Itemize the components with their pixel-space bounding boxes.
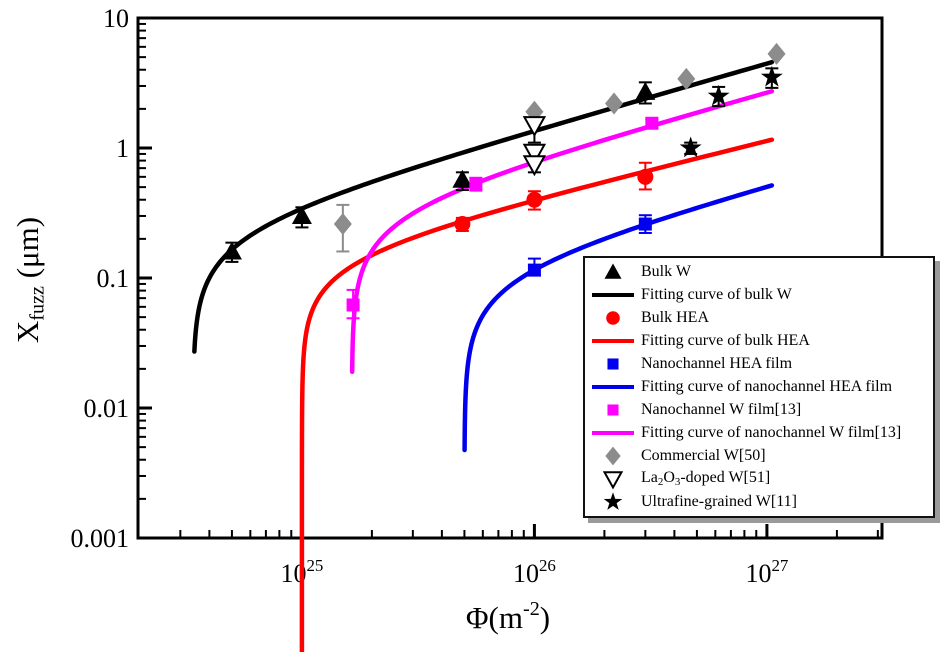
- legend-item-bulk-w: Bulk W: [589, 261, 933, 283]
- legend-label-nano-hea-film: Nanochannel HEA film: [641, 355, 793, 372]
- legend-circle-icon: [606, 311, 620, 325]
- legend-marker-symbol-la2o3-doped-w: [602, 470, 624, 490]
- marker-nano-hea-film-1: [638, 217, 652, 231]
- y-tick-label: 1: [116, 134, 129, 163]
- y-tick-label: 0.01: [84, 394, 130, 423]
- series-bulk-w: [221, 81, 656, 263]
- legend-label-nano-w-film: Nanochannel W film[13]: [641, 400, 802, 418]
- legend-item-fit-nano-hea-film: Fitting curve of nanochannel HEA film: [589, 376, 933, 398]
- marker-bulk-w-3: [635, 81, 656, 100]
- y-tick-label: 10: [103, 4, 129, 33]
- marker-la2o3-doped-w-0: [522, 116, 547, 138]
- marker-bulk-hea-2: [637, 168, 654, 185]
- legend-triangle-up-icon: [604, 263, 622, 279]
- legend-square-icon: [607, 358, 619, 370]
- legend-marker-symbol-bulk-w: [604, 263, 622, 279]
- legend-label-fit-nano-w-film: Fitting curve of nanochannel W film[13]: [641, 423, 902, 441]
- y-tick-label: 0.001: [71, 524, 130, 553]
- legend-line-symbol-fit-nano-w-film: [592, 430, 634, 435]
- series-bulk-hea: [454, 161, 654, 233]
- legend-item-commercial-w: Commercial W[50]: [589, 445, 933, 467]
- marker-commercial-w-0: [333, 213, 352, 236]
- series-nano-hea-film: [527, 214, 652, 277]
- legend-label-fit-nano-hea-film: Fitting curve of nanochannel HEA film: [641, 377, 893, 395]
- marker-nano-w-film-1: [469, 177, 483, 191]
- legend-item-fit-nano-w-film: Fitting curve of nanochannel W film[13]: [589, 422, 933, 444]
- marker-commercial-w-4: [767, 42, 786, 65]
- legend-triangle-down-open-icon: [602, 470, 624, 490]
- legend-label-commercial-w: Commercial W[50]: [641, 446, 766, 464]
- legend-marker-symbol-nano-hea-film: [607, 358, 619, 370]
- legend-item-ultrafine-w: Ultrafine-grained W[11]: [589, 491, 933, 513]
- legend-item-fit-bulk-hea: Fitting curve of bulk HEA: [589, 330, 933, 352]
- marker-bulk-w-2: [452, 169, 473, 188]
- marker-commercial-w-3: [677, 67, 696, 90]
- series-la2o3-doped-w: [522, 116, 547, 177]
- fit-nano-hea-film: [462, 183, 775, 453]
- legend-label-fit-bulk-hea: Fitting curve of bulk HEA: [641, 332, 810, 350]
- x-tick-label: 1027: [745, 556, 788, 588]
- legend-marker-symbol-ultrafine-w: [603, 491, 623, 510]
- x-tick-label: 1026: [513, 556, 556, 588]
- legend: Bulk W Fitting curve of bulk W Bulk HEA Fit…: [583, 256, 935, 518]
- legend-line-symbol-fit-bulk-hea: [592, 339, 634, 344]
- legend-item-bulk-hea: Bulk HEA: [589, 307, 933, 329]
- marker-bulk-w-0: [221, 241, 242, 260]
- legend-diamond-icon: [605, 446, 621, 466]
- legend-marker-symbol-bulk-hea: [606, 311, 620, 325]
- legend-label-ultrafine-w: Ultrafine-grained W[11]: [641, 492, 797, 510]
- fit-bulk-hea: [299, 137, 775, 652]
- marker-ultrafine-w-0: [679, 136, 702, 158]
- legend-item-fit-bulk-w: Fitting curve of bulk W: [589, 284, 933, 306]
- legend-label-la2o3-doped-w: La2O3-doped W[51]: [641, 468, 771, 488]
- marker-ultrafine-w-1: [707, 84, 730, 106]
- marker-bulk-w-1: [291, 205, 312, 224]
- marker-nano-w-film-0: [346, 298, 360, 312]
- legend-item-la2o3-doped-w: La2O3-doped W[51]: [589, 468, 933, 490]
- fit-nano-w-film: [349, 88, 775, 374]
- marker-ultrafine-w-2: [760, 65, 783, 87]
- marker-commercial-w-2: [605, 92, 624, 115]
- y-axis-title: Xfuzz (μm): [10, 217, 49, 343]
- x-axis-title: Φ(m-2): [466, 598, 550, 635]
- marker-bulk-hea-0: [454, 216, 471, 233]
- legend-marker-symbol-nano-w-film: [607, 404, 619, 416]
- series-nano-w-film: [346, 116, 659, 320]
- legend-label-fit-bulk-w: Fitting curve of bulk W: [641, 286, 792, 304]
- marker-bulk-hea-1: [526, 191, 543, 208]
- legend-label-bulk-w: Bulk W: [641, 263, 691, 281]
- legend-square-icon: [607, 404, 619, 416]
- marker-nano-hea-film-0: [527, 263, 541, 277]
- legend-star-icon: [603, 491, 623, 510]
- marker-la2o3-doped-w-1: [522, 143, 547, 165]
- series-ultrafine-w: [679, 65, 783, 158]
- marker-nano-w-film-2: [645, 116, 659, 130]
- legend-line-symbol-fit-nano-hea-film: [592, 384, 634, 389]
- marker-la2o3-doped-w-2: [522, 155, 547, 177]
- legend-item-nano-hea-film: Nanochannel HEA film: [589, 353, 933, 375]
- legend-marker-symbol-commercial-w: [605, 446, 621, 466]
- legend-item-nano-w-film: Nanochannel W film[13]: [589, 399, 933, 421]
- legend-line-symbol-fit-bulk-w: [592, 293, 634, 298]
- y-tick-label: 0.1: [97, 264, 130, 293]
- legend-label-bulk-hea: Bulk HEA: [641, 309, 709, 327]
